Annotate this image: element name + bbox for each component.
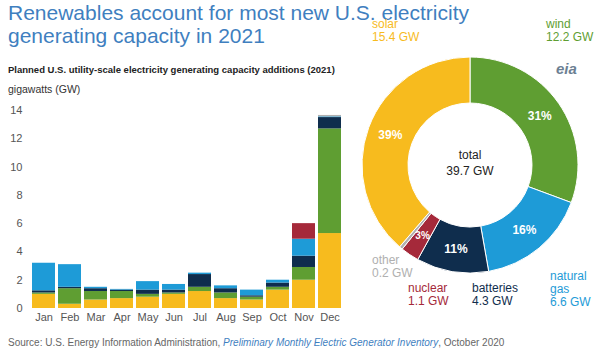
- svg-text:solar15.4 GW: solar15.4 GW: [372, 17, 420, 44]
- svg-text:6: 6: [16, 217, 22, 229]
- svg-text:total: total: [459, 148, 482, 162]
- svg-text:wind12.2 GW: wind12.2 GW: [545, 17, 594, 44]
- svg-text:Feb: Feb: [61, 311, 80, 323]
- svg-text:31%: 31%: [528, 109, 552, 123]
- svg-text:nuclear1.1 GW: nuclear1.1 GW: [408, 281, 449, 308]
- svg-text:11%: 11%: [444, 242, 468, 256]
- svg-text:Nov: Nov: [294, 311, 314, 323]
- svg-text:May: May: [138, 311, 159, 323]
- svg-text:12: 12: [10, 132, 22, 144]
- svg-text:Jul: Jul: [193, 311, 207, 323]
- svg-text:Dec: Dec: [320, 311, 340, 323]
- svg-text:batteries4.3 GW: batteries4.3 GW: [472, 281, 518, 308]
- svg-text:Jan: Jan: [35, 311, 53, 323]
- svg-text:39%: 39%: [378, 128, 402, 142]
- svg-text:Apr: Apr: [113, 311, 130, 323]
- svg-text:14: 14: [10, 104, 22, 116]
- svg-text:Mar: Mar: [87, 311, 106, 323]
- svg-text:naturalgas6.6 GW: naturalgas6.6 GW: [550, 269, 591, 309]
- svg-text:0: 0: [16, 302, 22, 314]
- svg-text:8: 8: [16, 189, 22, 201]
- svg-text:10: 10: [10, 161, 22, 173]
- svg-text:16%: 16%: [512, 223, 536, 237]
- svg-text:Sep: Sep: [242, 311, 262, 323]
- svg-text:Oct: Oct: [269, 311, 286, 323]
- svg-text:other0.2 GW: other0.2 GW: [372, 253, 413, 280]
- svg-text:39.7 GW: 39.7 GW: [446, 164, 494, 178]
- svg-text:2: 2: [16, 274, 22, 286]
- svg-text:3%: 3%: [415, 230, 430, 241]
- svg-text:4: 4: [16, 245, 22, 257]
- svg-text:Jun: Jun: [165, 311, 183, 323]
- svg-text:Aug: Aug: [216, 311, 236, 323]
